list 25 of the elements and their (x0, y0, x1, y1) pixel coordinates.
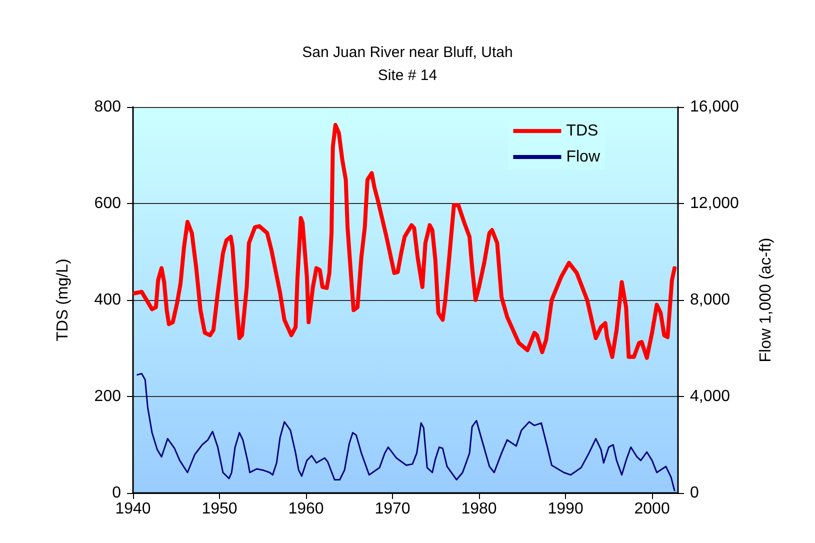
y-tick-label: 400 (94, 292, 122, 308)
y2-tick-label: 16,000 (690, 98, 740, 116)
x-tick-label: 1950 (202, 500, 238, 518)
x-tick-label: 1980 (461, 500, 497, 518)
y2-axis-title: Flow 1,000 (ac-ft) (758, 238, 774, 362)
legend-label: Flow (566, 148, 600, 166)
chart-subtitle: Site # 14 (378, 67, 438, 84)
y-tick-label: 200 (94, 388, 122, 405)
y-tick-label: 600 (94, 195, 122, 212)
y2-tick-label: 4,000 (690, 388, 730, 405)
x-tick-label: 1990 (548, 500, 584, 518)
y-axis-title: TDS (mg/L) (54, 258, 72, 342)
x-tick-label: 1940 (115, 500, 151, 518)
y2-tick-label: 8,000 (690, 292, 730, 308)
x-tick-label: 1970 (374, 500, 410, 518)
y2-tick-label: 0 (690, 484, 699, 502)
legend-label: TDS (566, 122, 598, 140)
x-tick-label: 2000 (634, 500, 670, 518)
line-series (136, 372, 676, 492)
chart-title: San Juan River near Bluff, Utah (302, 44, 513, 61)
y-tick-label: 800 (94, 98, 122, 116)
y2-tick-label: 12,000 (690, 195, 740, 212)
y-tick-label: 0 (112, 484, 122, 502)
x-tick-label: 1960 (288, 500, 324, 518)
line-series (132, 122, 677, 360)
